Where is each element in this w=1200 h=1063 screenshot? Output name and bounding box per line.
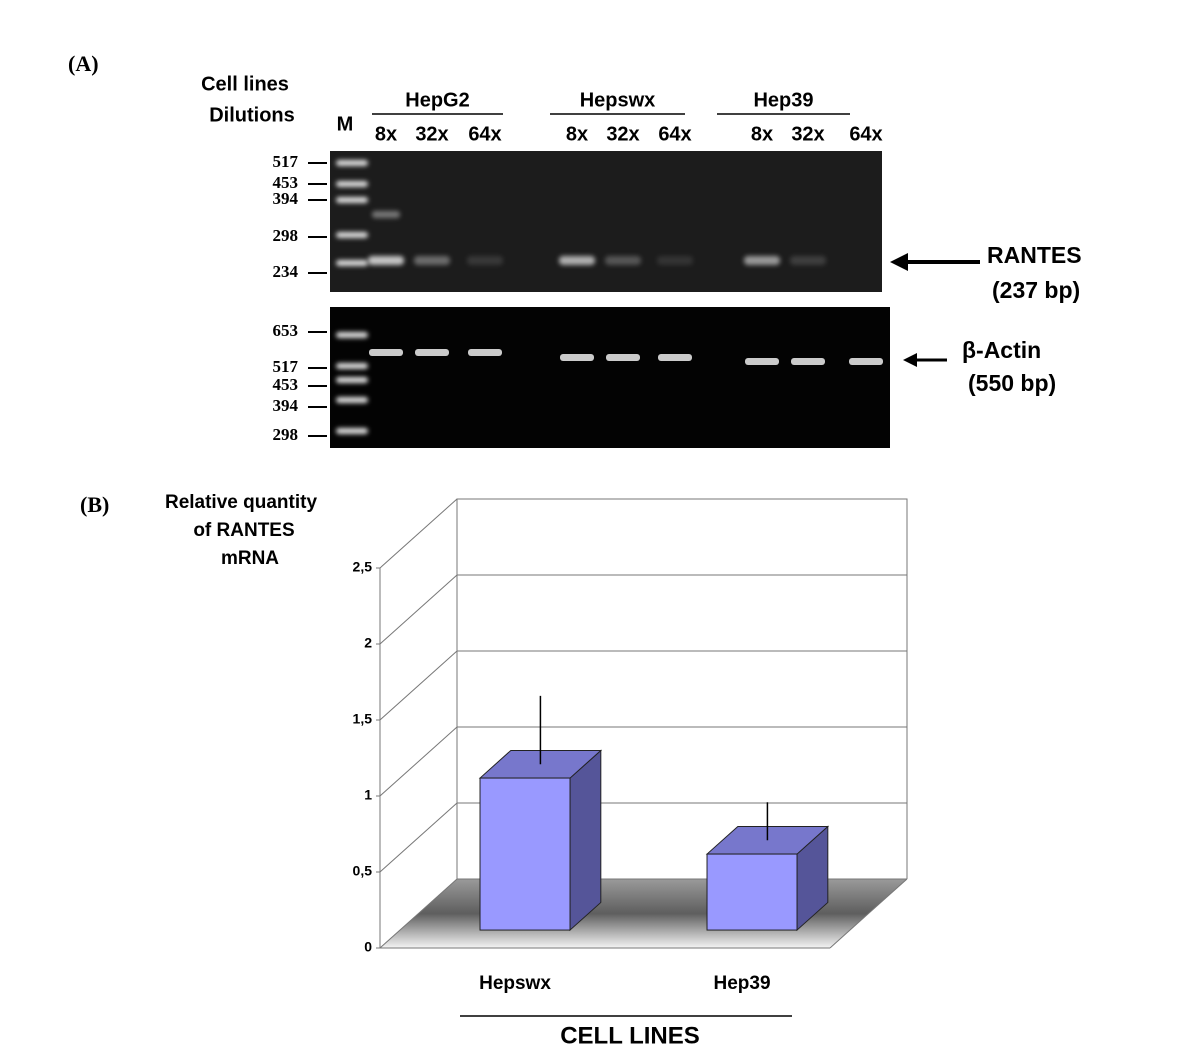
sample-band xyxy=(372,211,400,218)
sample-band xyxy=(791,358,825,365)
dilution-label: 8x xyxy=(751,123,773,145)
actin-gel xyxy=(330,307,890,448)
panel-b: (B) Relative quantity of RANTES mRNA CEL… xyxy=(80,492,908,1049)
y-axis-label: Relative quantity xyxy=(165,492,317,513)
row-label: Cell lines xyxy=(201,73,289,95)
ladder-size: 394 xyxy=(273,396,299,415)
ladder-size: 298 xyxy=(273,226,299,245)
sample-band xyxy=(560,354,594,361)
ladder-band xyxy=(336,160,368,166)
x-axis-label: CELL LINES xyxy=(560,1022,700,1049)
y-tick-label: 1 xyxy=(364,787,372,803)
grid-line xyxy=(379,574,458,645)
sample-band xyxy=(849,358,883,365)
dilution-label: 64x xyxy=(658,123,691,145)
x-tick-label: Hepswx xyxy=(479,973,551,994)
sample-band xyxy=(467,256,503,265)
sample-band xyxy=(559,256,595,265)
grid-line xyxy=(379,802,458,873)
dilution-label: 64x xyxy=(849,123,882,145)
dilution-label: 64x xyxy=(468,123,501,145)
ladder-size: 234 xyxy=(273,262,299,281)
bar-side xyxy=(569,749,602,932)
sample-band xyxy=(745,358,779,365)
grid-line xyxy=(379,498,458,569)
grid-line xyxy=(379,726,458,797)
group-label: Hep39 xyxy=(753,89,813,111)
group-label: HepG2 xyxy=(405,89,469,111)
ladder-size: 453 xyxy=(273,375,299,394)
sample-band xyxy=(658,354,692,361)
panel-label: (A) xyxy=(68,51,99,76)
arrow-head xyxy=(890,253,908,271)
ladder-band xyxy=(336,260,368,266)
panel-label: (B) xyxy=(80,492,109,517)
ladder-band xyxy=(336,232,368,238)
ladder-size: 653 xyxy=(273,321,299,340)
ladder-size: 453 xyxy=(273,173,299,192)
marker-label: M xyxy=(337,113,354,135)
sample-band xyxy=(415,349,449,356)
arrow-head xyxy=(903,353,917,367)
grid-line xyxy=(379,878,458,949)
ladder-size: 394 xyxy=(273,189,299,208)
ladder-band xyxy=(336,181,368,187)
y-tick-label: 2,5 xyxy=(353,559,373,575)
panel-a: (A) Cell lines Dilutions M RANTES (237 b… xyxy=(68,51,1082,448)
sample-band xyxy=(657,256,693,265)
ladder-size: 298 xyxy=(273,425,299,444)
dilution-label: 32x xyxy=(791,123,824,145)
bar xyxy=(479,777,571,931)
bar xyxy=(706,853,798,931)
ladder-band xyxy=(336,428,368,434)
dilution-label: 32x xyxy=(415,123,448,145)
sample-band xyxy=(790,256,826,265)
grid-line xyxy=(379,650,458,721)
sample-band xyxy=(606,354,640,361)
dilution-label: 8x xyxy=(566,123,588,145)
y-axis-label: mRNA xyxy=(221,548,279,569)
band-size: (550 bp) xyxy=(968,370,1056,396)
ladder-band xyxy=(336,197,368,203)
row-label: Dilutions xyxy=(209,104,295,126)
sample-band xyxy=(368,256,404,265)
y-tick-label: 1,5 xyxy=(353,711,373,727)
ladder-size: 517 xyxy=(273,152,299,171)
group-label: Hepswx xyxy=(580,89,656,111)
y-tick-label: 2 xyxy=(364,635,372,651)
sample-band xyxy=(605,256,641,265)
ladder-size: 517 xyxy=(273,357,299,376)
sample-band xyxy=(468,349,502,356)
floor-edge xyxy=(829,878,908,949)
sample-band xyxy=(414,256,450,265)
band-label: RANTES xyxy=(987,242,1082,268)
sample-band xyxy=(369,349,403,356)
y-axis-label: of RANTES xyxy=(193,520,294,541)
ladder-band xyxy=(336,363,368,369)
ladder-band xyxy=(336,332,368,338)
band-size: (237 bp) xyxy=(992,277,1080,303)
x-tick-label: Hep39 xyxy=(713,973,770,994)
sample-band xyxy=(744,256,780,265)
ladder-band xyxy=(336,377,368,383)
rantes-gel xyxy=(330,151,882,292)
band-label: β-Actin xyxy=(962,337,1041,363)
dilution-label: 8x xyxy=(375,123,397,145)
y-tick-label: 0,5 xyxy=(353,863,373,879)
dilution-label: 32x xyxy=(606,123,639,145)
ladder-band xyxy=(336,397,368,403)
y-tick-label: 0 xyxy=(364,939,372,955)
